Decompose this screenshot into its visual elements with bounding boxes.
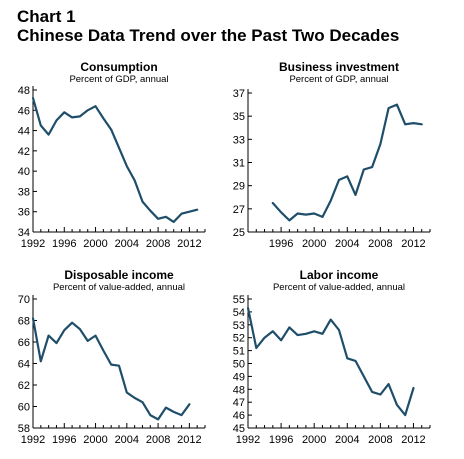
- disposable-income-series-line: [31, 317, 191, 421]
- disposable-income-y-tick-label: 58: [18, 423, 30, 435]
- labor-income-y-tick-label: 55: [233, 294, 245, 306]
- consumption-y-tick-label: 36: [18, 207, 30, 219]
- labor-income-title: Labor income: [300, 268, 379, 282]
- business-investment-y-tick-label: 37: [233, 88, 245, 100]
- business-investment-y-tick-label: 25: [233, 227, 245, 239]
- business-investment-x-tick-label: 2004: [335, 238, 359, 250]
- disposable-income-y-tick-label: 66: [18, 337, 30, 349]
- labor-income-x-tick-label: 2000: [302, 434, 326, 446]
- disposable-income-x-tick-label: 2008: [146, 434, 170, 446]
- business-investment-x-tick-label: 2012: [401, 238, 425, 250]
- labor-income-series-line: [246, 306, 415, 417]
- consumption-y-tick-label: 46: [18, 105, 30, 117]
- business-investment-x-tick-label: 1996: [269, 238, 293, 250]
- business-investment-y-tick-label: 29: [233, 181, 245, 193]
- disposable-income-y-tick-label: 60: [18, 402, 30, 414]
- labor-income-x-tick-label: 2004: [335, 434, 359, 446]
- consumption-y-tick-label: 40: [18, 166, 30, 178]
- labor-income-x-tick-label: 1996: [269, 434, 293, 446]
- business-investment-x-tick-label: 2008: [368, 238, 392, 250]
- labor-income-y-tick-label: 51: [233, 346, 245, 358]
- consumption-x-tick-label: 2008: [146, 238, 170, 250]
- business-investment-y-tick-label: 31: [233, 158, 245, 170]
- business-investment-series-line: [271, 103, 423, 222]
- disposable-income-title: Disposable income: [64, 268, 174, 282]
- disposable-income-y-tick-label: 64: [18, 359, 30, 371]
- chart-title-line-2: Chinese Data Trend over the Past Two Dec…: [17, 26, 400, 45]
- business-investment-y-tick-label: 35: [233, 111, 245, 123]
- consumption-x-tick-label: 2004: [115, 238, 139, 250]
- business-investment-y-tick-label: 33: [233, 134, 245, 146]
- disposable-income-y-tick-label: 62: [18, 380, 30, 392]
- labor-income-y-tick-label: 48: [233, 384, 245, 396]
- business-investment-y-tick-label: 27: [233, 204, 245, 216]
- labor-income-subtitle: Percent of value-added, annual: [273, 282, 405, 293]
- disposable-income-x-tick-label: 2012: [177, 434, 201, 446]
- labor-income-y-tick-label: 54: [233, 307, 245, 319]
- chart-title-line-1: Chart 1: [17, 7, 76, 26]
- labor-income-y-tick-label: 53: [233, 320, 245, 332]
- labor-income-x-tick-label: 1992: [236, 434, 260, 446]
- disposable-income-x-tick-label: 1992: [21, 434, 45, 446]
- disposable-income-y-tick-label: 70: [18, 294, 30, 306]
- labor-income-y-tick-label: 46: [233, 410, 245, 422]
- consumption-x-tick-label: 1996: [52, 238, 76, 250]
- consumption-y-tick-label: 44: [18, 126, 30, 138]
- labor-income-y-tick-label: 49: [233, 371, 245, 383]
- disposable-income-x-tick-label: 2004: [115, 434, 139, 446]
- labor-income-y-tick-label: 50: [233, 359, 245, 371]
- consumption-title: Consumption: [80, 60, 157, 74]
- business-investment-subtitle: Percent of GDP, annual: [289, 74, 388, 85]
- labor-income-y-tick-label: 45: [233, 423, 245, 435]
- labor-income-x-tick-label: 2012: [401, 434, 425, 446]
- labor-income-y-tick-label: 47: [233, 397, 245, 409]
- consumption-y-tick-label: 48: [18, 85, 30, 97]
- consumption-x-tick-label: 2000: [83, 238, 107, 250]
- consumption-y-tick-label: 34: [18, 227, 30, 239]
- consumption-series-line: [31, 96, 199, 223]
- labor-income-y-tick-label: 52: [233, 333, 245, 345]
- consumption-subtitle: Percent of GDP, annual: [69, 74, 168, 85]
- consumption-x-tick-label: 1992: [21, 238, 45, 250]
- labor-income-x-tick-label: 2008: [368, 434, 392, 446]
- disposable-income-y-tick-label: 68: [18, 316, 30, 328]
- consumption-y-tick-label: 42: [18, 146, 30, 158]
- disposable-income-subtitle: Percent of value-added, annual: [53, 282, 185, 293]
- business-investment-title: Business investment: [279, 60, 399, 74]
- consumption-x-tick-label: 2012: [177, 238, 201, 250]
- disposable-income-x-tick-label: 1996: [52, 434, 76, 446]
- business-investment-x-tick-label: 2000: [302, 238, 326, 250]
- disposable-income-x-tick-label: 2000: [83, 434, 107, 446]
- consumption-y-tick-label: 38: [18, 186, 30, 198]
